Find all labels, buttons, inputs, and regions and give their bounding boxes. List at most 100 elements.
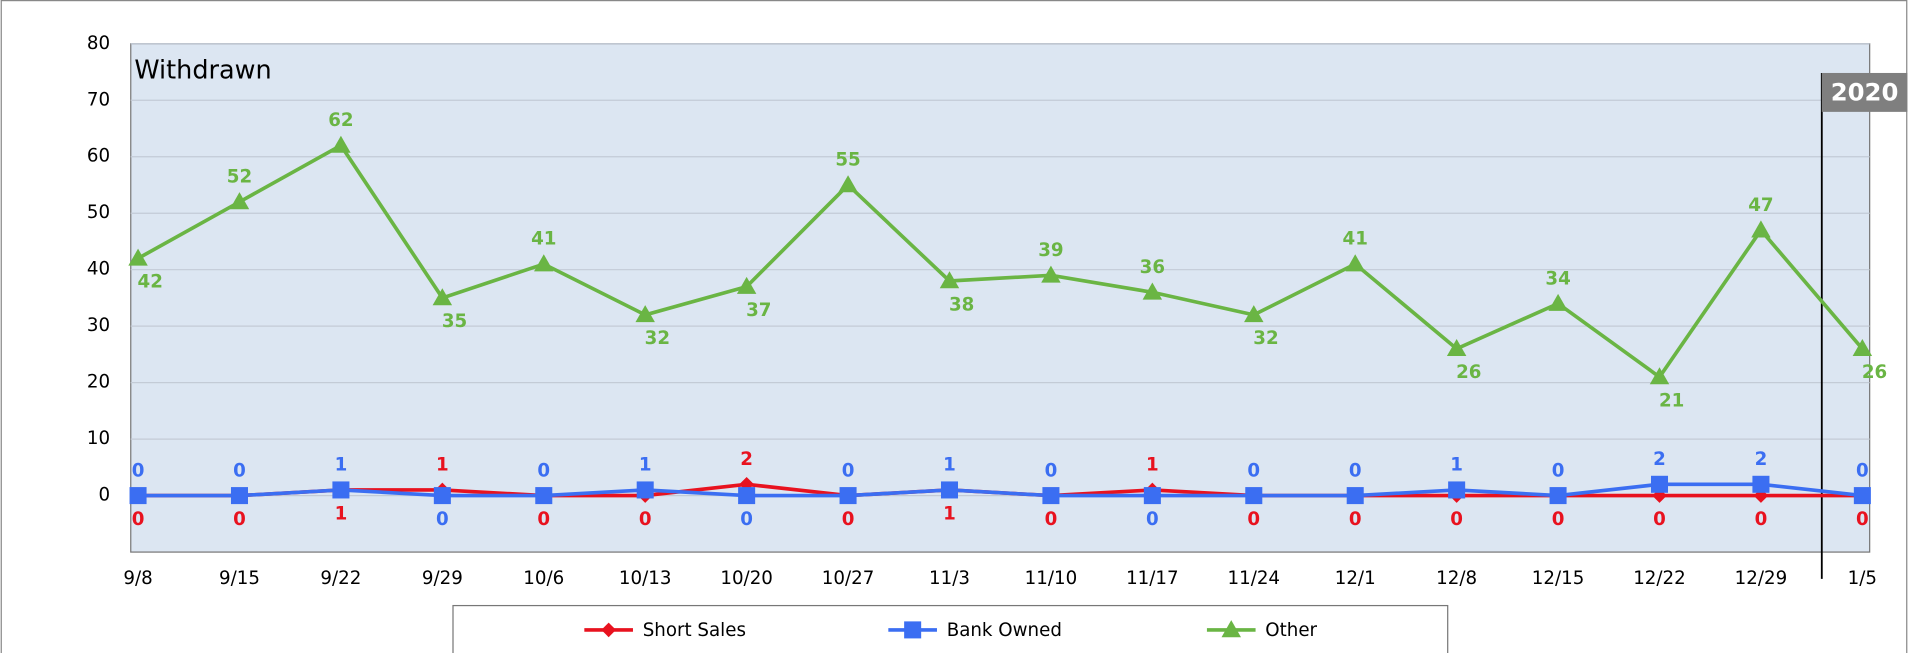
data-point [1143,487,1161,505]
data-point [1752,475,1770,493]
data-label: 0 [537,460,550,481]
data-label: 34 [1545,268,1570,289]
data-label: 39 [1038,240,1063,261]
x-tick-label: 10/6 [523,568,564,589]
y-tick-label: 40 [87,259,110,280]
data-label: 37 [746,300,771,321]
data-label: 0 [1247,509,1260,530]
data-point [1853,487,1871,505]
data-label: 47 [1748,195,1773,216]
series-line [138,482,1863,498]
data-point [939,271,960,289]
x-tick-label: 11/3 [929,568,970,589]
data-point [332,481,350,499]
data-label: 35 [442,311,467,332]
x-tick-label: 9/22 [320,568,361,589]
legend-marker [1221,620,1241,638]
data-point [1650,475,1669,493]
data-point [635,305,655,323]
data-point [1548,293,1568,311]
series-line [137,143,1864,380]
data-label: 0 [639,509,652,530]
y-tick-label: 0 [98,485,110,506]
data-point [1446,339,1467,357]
data-label: 0 [740,509,753,530]
y-tick-label: 70 [87,89,110,110]
data-label: 0 [1856,460,1869,481]
data-label: 0 [842,509,855,530]
data-point [1448,481,1466,499]
data-point [1345,254,1365,272]
data-label: 41 [531,229,556,250]
data-label: 41 [1343,229,1368,250]
data-label: 26 [1862,362,1887,383]
x-tick-label: 11/24 [1228,568,1281,589]
x-tick-label: 11/10 [1025,568,1078,589]
x-tick-label: 11/17 [1126,568,1179,589]
data-label: 0 [1450,509,1463,530]
data-point [331,135,351,153]
data-point [432,288,453,306]
chart-title: Withdrawn [134,56,271,86]
y-tick-label: 10 [87,428,110,449]
data-label: 32 [645,328,670,349]
data-point [1346,487,1364,505]
data-point [1142,282,1163,300]
y-tick-label: 20 [87,372,110,393]
data-label: 55 [835,150,860,171]
data-label: 1 [436,455,449,476]
data-label: 0 [537,509,550,530]
data-point [636,481,654,499]
data-point [534,254,554,272]
data-label: 0 [436,509,449,530]
x-tick-label: 9/8 [123,568,152,589]
data-label: 0 [1653,509,1666,530]
data-point [940,481,959,499]
data-label: 2 [1653,449,1666,470]
data-point [1244,305,1264,323]
data-point [128,248,148,266]
x-tick-label: 10/13 [619,568,672,589]
data-label: 0 [132,460,145,481]
legend-label: Bank Owned [947,620,1062,641]
data-point [129,487,147,505]
x-tick-label: 12/22 [1633,568,1686,589]
data-point [433,487,451,505]
plot-area [130,43,1871,553]
data-label: 26 [1456,362,1481,383]
data-label: 0 [1552,509,1565,530]
data-label: 38 [949,294,974,315]
legend-label: Short Sales [643,620,746,641]
y-tick-label: 80 [87,33,110,54]
data-point [229,192,250,210]
x-tick-label: 10/20 [720,568,773,589]
data-label: 1 [1450,455,1463,476]
data-label: 1 [639,455,652,476]
data-label: 0 [1552,460,1565,481]
data-point [1549,487,1567,505]
legend-label: Other [1265,620,1317,641]
x-tick-label: 10/27 [822,568,875,589]
data-label: 21 [1659,390,1684,411]
data-label: 62 [328,110,353,131]
legend-marker [904,621,922,639]
data-label: 1 [943,503,956,524]
x-tick-label: 12/8 [1436,568,1477,589]
data-label: 0 [233,509,246,530]
data-label: 42 [138,272,163,293]
x-tick-label: 9/15 [219,568,260,589]
data-point [1649,367,1670,385]
x-tick-label: 12/1 [1335,568,1376,589]
data-label: 1 [943,455,956,476]
data-point [1751,220,1771,238]
data-label: 0 [1349,509,1362,530]
data-point [736,276,757,294]
data-point [1042,487,1060,505]
x-tick-label: 12/29 [1735,568,1788,589]
data-label: 36 [1140,257,1165,278]
data-point [1852,339,1873,357]
data-label: 32 [1253,328,1278,349]
data-label: 1 [1146,455,1159,476]
